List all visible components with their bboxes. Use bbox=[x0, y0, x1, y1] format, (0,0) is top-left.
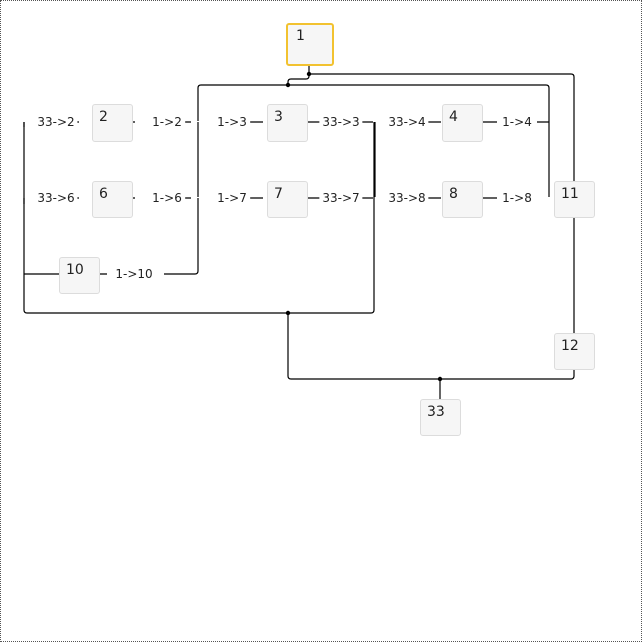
node-33[interactable]: 33 bbox=[420, 399, 461, 436]
node-10[interactable]: 10 bbox=[59, 257, 100, 294]
edge-label-33-3: 33->3 bbox=[319, 114, 363, 130]
edge-label-33-6: 33->6 bbox=[34, 190, 78, 206]
edge-label-1-4: 1->4 bbox=[499, 114, 535, 130]
edge-label-1-6: 1->6 bbox=[149, 190, 185, 206]
node-11[interactable]: 11 bbox=[554, 181, 595, 218]
edge-label-33-8: 33->8 bbox=[385, 190, 429, 206]
node-12[interactable]: 12 bbox=[554, 333, 595, 370]
edge-label-33-2: 33->2 bbox=[34, 114, 78, 130]
node-3[interactable]: 3 bbox=[267, 104, 308, 142]
node-6[interactable]: 6 bbox=[92, 181, 133, 218]
edge-label-33-7: 33->7 bbox=[319, 190, 363, 206]
edge-label-1-2: 1->2 bbox=[149, 114, 185, 130]
node-7[interactable]: 7 bbox=[267, 181, 308, 218]
node-2[interactable]: 2 bbox=[92, 104, 133, 142]
edge-label-1-7: 1->7 bbox=[214, 190, 250, 206]
edge-label-1-3: 1->3 bbox=[214, 114, 250, 130]
node-8[interactable]: 8 bbox=[442, 181, 483, 218]
node-4[interactable]: 4 bbox=[442, 104, 483, 142]
edge-label-1-10: 1->10 bbox=[112, 266, 156, 282]
node-1[interactable]: 1 bbox=[286, 23, 334, 66]
edge-label-1-8: 1->8 bbox=[499, 190, 535, 206]
edge-label-33-4: 33->4 bbox=[385, 114, 429, 130]
